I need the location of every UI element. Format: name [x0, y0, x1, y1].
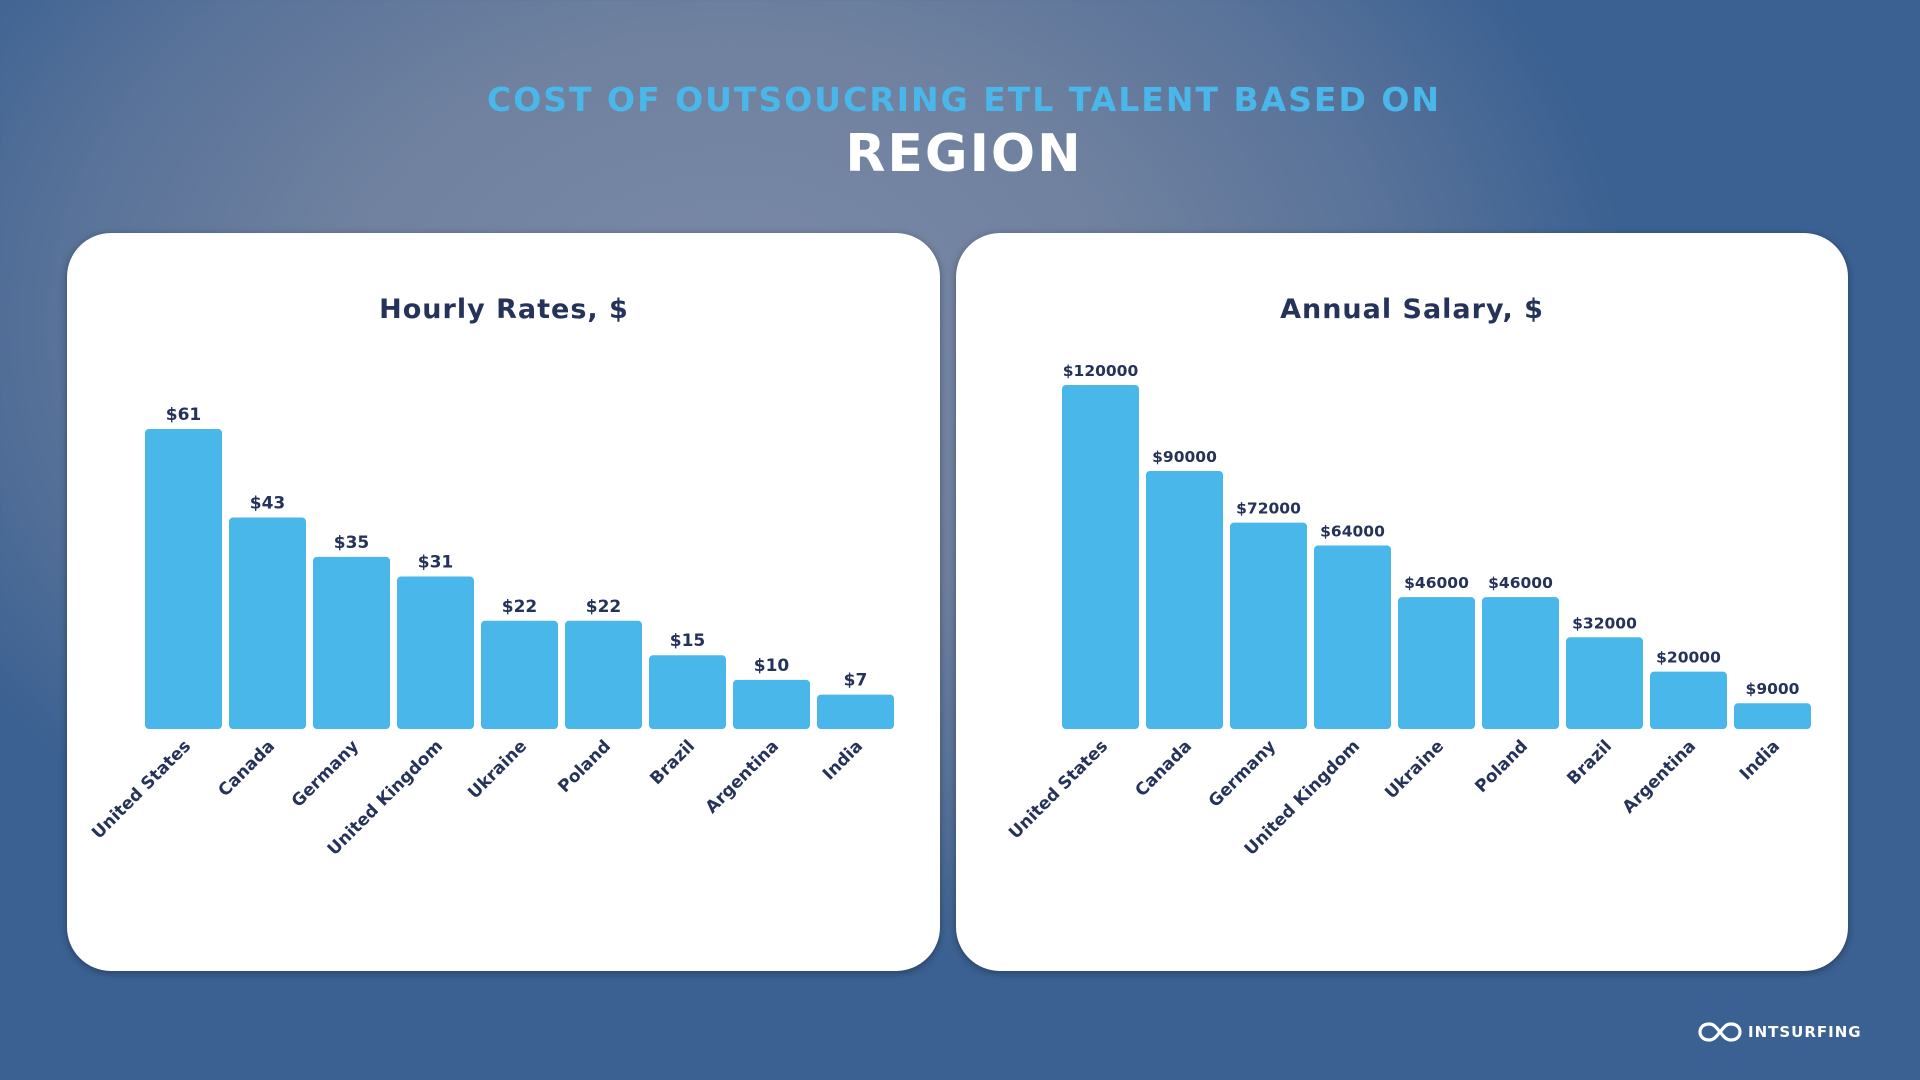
data-label: $15 — [670, 631, 706, 651]
data-label: $43 — [250, 494, 286, 514]
bar-brazil — [649, 655, 726, 729]
data-label: $10 — [754, 656, 790, 676]
category-tick-label: Canada — [1132, 736, 1196, 800]
bar-germany — [313, 556, 390, 729]
data-label: $46000 — [1488, 574, 1553, 592]
data-label: $46000 — [1404, 574, 1469, 592]
bar-germany — [1230, 522, 1307, 729]
bar-india — [817, 694, 894, 729]
hourly-rates-card: Hourly Rates, $ $61 United States $43 Canada… — [67, 233, 940, 971]
bar-canada — [1146, 471, 1223, 729]
data-label: $7 — [844, 671, 868, 691]
bar-india — [1734, 703, 1811, 729]
annual-salary-chart: Annual Salary, $ $120000 United States $900… — [1005, 294, 1811, 860]
bar-united-states — [1062, 385, 1139, 729]
category-tick-label: Germany — [1205, 736, 1280, 811]
data-label: $61 — [166, 405, 202, 425]
data-label: $120000 — [1063, 362, 1139, 380]
category-tick-label: Poland — [1471, 736, 1532, 797]
category-tick-label: United States — [1005, 736, 1112, 843]
category-tick-label: Ukraine — [1381, 736, 1448, 803]
category-tick-label: Canada — [215, 736, 279, 800]
bar-united-states — [145, 429, 222, 729]
annual-salary-card: Annual Salary, $ $120000 United States $900… — [956, 233, 1848, 971]
page-title-line1: COST OF OUTSOUCRING ETL TALENT BASED ON — [487, 80, 1441, 119]
category-tick-label: Brazil — [646, 736, 699, 789]
bar-ukraine — [481, 620, 558, 729]
bar-united-kingdom — [397, 576, 474, 729]
category-tick-label: United States — [88, 736, 195, 843]
chart-title: Hourly Rates, $ — [379, 294, 629, 325]
category-tick-label: Germany — [288, 736, 363, 811]
page-header: COST OF OUTSOUCRING ETL TALENT BASED ON … — [0, 78, 1920, 186]
data-label: $32000 — [1572, 614, 1637, 632]
bar-poland — [565, 620, 642, 729]
category-tick-label: Argentina — [1619, 736, 1700, 817]
data-label: $35 — [334, 533, 370, 553]
bar-brazil — [1566, 637, 1643, 729]
category-tick-label: Brazil — [1563, 736, 1616, 789]
bar-poland — [1482, 597, 1559, 729]
category-tick-label: India — [819, 736, 867, 784]
chart-title: Annual Salary, $ — [1280, 294, 1544, 325]
data-label: $72000 — [1236, 500, 1301, 518]
data-label: $20000 — [1656, 649, 1721, 667]
bar-canada — [229, 517, 306, 729]
hourly-rates-chart: Hourly Rates, $ $61 United States $43 Canada… — [88, 294, 894, 860]
bar-argentina — [733, 679, 810, 729]
data-label: $22 — [586, 597, 622, 617]
bar-argentina — [1650, 671, 1727, 729]
category-tick-label: India — [1736, 736, 1784, 784]
category-tick-label: Argentina — [702, 736, 783, 817]
data-label: $22 — [502, 597, 538, 617]
data-label: $31 — [418, 553, 454, 573]
data-label: $90000 — [1152, 448, 1217, 466]
brand-name: INTSURFING — [1748, 1023, 1862, 1041]
data-label: $9000 — [1746, 680, 1800, 698]
bar-ukraine — [1398, 597, 1475, 729]
infinity-logo-icon — [1698, 1022, 1742, 1042]
page-title-line2: REGION — [845, 124, 1083, 184]
data-label: $64000 — [1320, 523, 1385, 541]
brand-logo: INTSURFING — [1698, 1018, 1862, 1046]
category-tick-label: Ukraine — [464, 736, 531, 803]
category-tick-label: Poland — [554, 736, 615, 797]
bar-united-kingdom — [1314, 545, 1391, 729]
